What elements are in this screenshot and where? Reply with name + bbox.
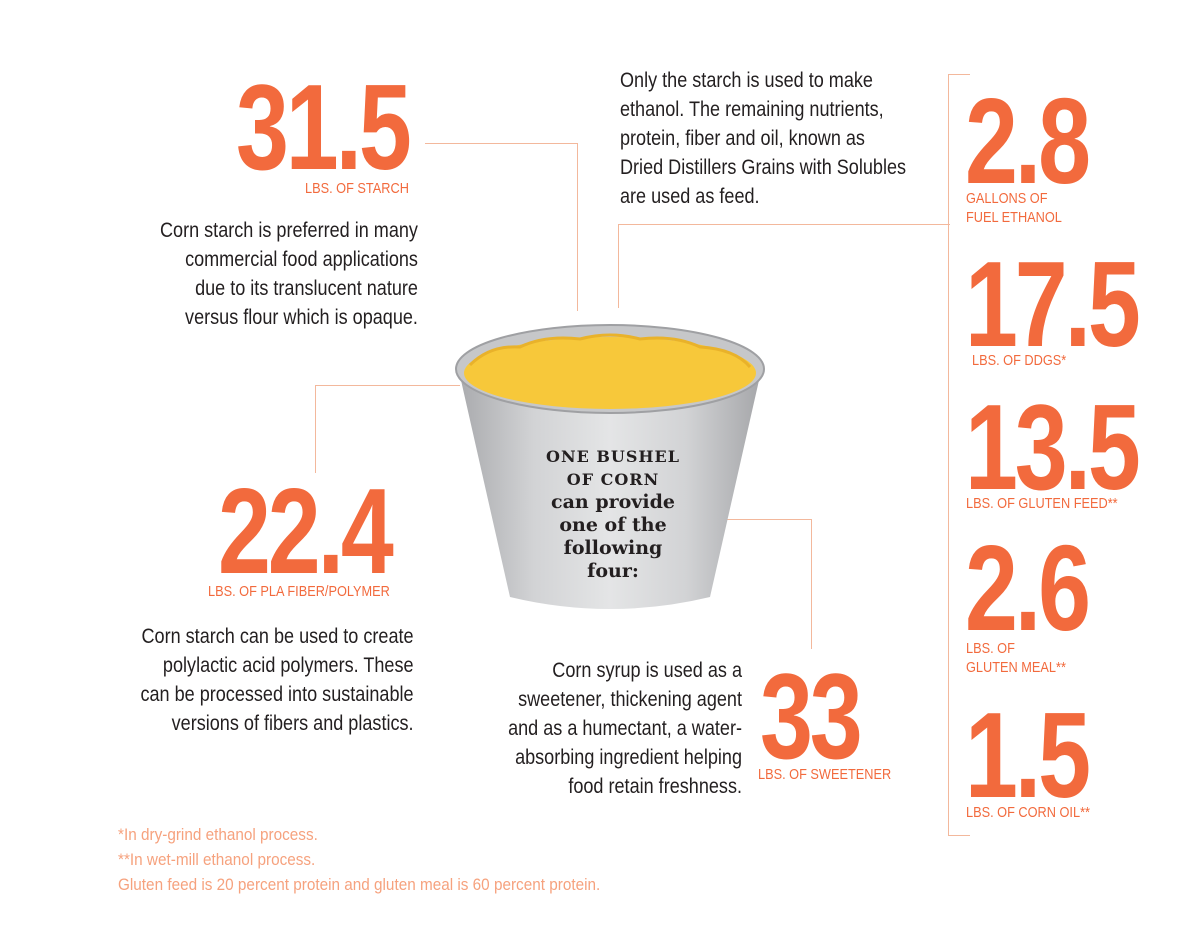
text-line: Corn syrup is used as a <box>552 659 742 682</box>
connector-pla-h <box>315 385 460 386</box>
text-line: versions of fibers and plastics. <box>172 712 414 735</box>
gluten-feed-value: 13.5 <box>965 379 1141 515</box>
fuel-ethanol-value: 2.8 <box>965 73 1091 209</box>
corn-surface-edge <box>468 333 752 369</box>
pla-description: Corn starch can be used to create polyla… <box>141 622 414 738</box>
footnote-wet-mill: **In wet-mill ethanol process. <box>118 850 316 869</box>
text-line: sweetener, thickening agent <box>518 688 742 711</box>
bracket-vertical <box>948 74 949 836</box>
ddgs-unit: LBS. OF DDGS* <box>972 352 1067 369</box>
text-line: are used as feed. <box>620 185 760 208</box>
starch-value: 31.5 <box>236 59 412 195</box>
ethanol-description: Only the starch is used to make ethanol.… <box>620 66 906 211</box>
corn-fill <box>464 337 756 409</box>
gluten-feed-unit: LBS. OF GLUTEN FEED** <box>966 495 1118 512</box>
sweetener-description: Corn syrup is used as a sweetener, thick… <box>508 656 742 801</box>
bracket-bottom <box>948 835 970 836</box>
text-line: Corn starch is preferred in many <box>160 219 418 242</box>
sweetener-unit: LBS. OF SWEETENER <box>758 766 892 783</box>
fuel-ethanol-unit: GALLONS OF FUEL ETHANOL <box>966 189 1062 227</box>
text-line: protein, fiber and oil, known as <box>620 127 865 150</box>
corn-bucket-illustration <box>455 324 765 609</box>
text-line: Only the starch is used to make <box>620 69 873 92</box>
bracket-top <box>948 74 970 75</box>
gluten-meal-value: 2.6 <box>965 520 1091 656</box>
text-line: commercial food applications <box>185 248 418 271</box>
pla-unit: LBS. OF PLA FIBER/POLYMER <box>208 583 390 600</box>
bushel-line: ONE BUSHEL <box>546 447 680 466</box>
corn-oil-value: 1.5 <box>965 687 1091 823</box>
connector-pla-v <box>315 385 316 473</box>
text-line: ethanol. The remaining nutrients, <box>620 98 884 121</box>
unit-line: LBS. OF <box>966 640 1015 657</box>
starch-description: Corn starch is preferred in many commerc… <box>160 216 418 332</box>
unit-line: GLUTEN MEAL** <box>966 659 1066 676</box>
text-line: can be processed into sustainable <box>140 683 414 706</box>
unit-line: GALLONS OF <box>966 190 1048 207</box>
connector-sweetener-h <box>700 519 812 520</box>
unit-line: FUEL ETHANOL <box>966 209 1062 226</box>
footnote-dry-grind: *In dry-grind ethanol process. <box>118 825 318 844</box>
bucket-body <box>458 367 762 609</box>
text-line: Corn starch can be used to create <box>141 625 415 648</box>
sweetener-value: 33 <box>760 648 863 784</box>
text-line: food retain freshness. <box>568 775 742 798</box>
text-line: Dried Distillers Grains with Solubles <box>620 156 907 179</box>
pla-value: 22.4 <box>218 463 394 599</box>
text-line: and as a humectant, a water- <box>508 717 742 740</box>
gluten-meal-unit: LBS. OF GLUTEN MEAL** <box>966 639 1066 677</box>
bushel-label: ONE BUSHEL OF CORN can provide one of th… <box>508 445 718 583</box>
text-line: due to its translucent nature <box>195 277 418 300</box>
connector-starch-h <box>425 143 578 144</box>
bushel-line: four: <box>587 560 639 582</box>
starch-unit: LBS. OF STARCH <box>305 180 409 197</box>
text-line: polylactic acid polymers. These <box>163 654 414 677</box>
connector-starch-v <box>577 143 578 311</box>
footnote-protein: Gluten feed is 20 percent protein and gl… <box>118 875 601 894</box>
corn-oil-unit: LBS. OF CORN OIL** <box>966 804 1090 821</box>
bushel-line: following <box>563 537 663 559</box>
connector-ethanol-v <box>618 224 619 308</box>
ddgs-value: 17.5 <box>965 236 1141 372</box>
text-line: versus flour which is opaque. <box>185 306 418 329</box>
connector-ethanol-h <box>618 224 950 225</box>
text-line: absorbing ingredient helping <box>515 746 742 769</box>
bushel-line: one of the <box>559 514 667 536</box>
bushel-line: can provide <box>551 491 675 513</box>
connector-sweetener-v <box>811 519 812 649</box>
bushel-line: OF CORN <box>566 470 660 489</box>
